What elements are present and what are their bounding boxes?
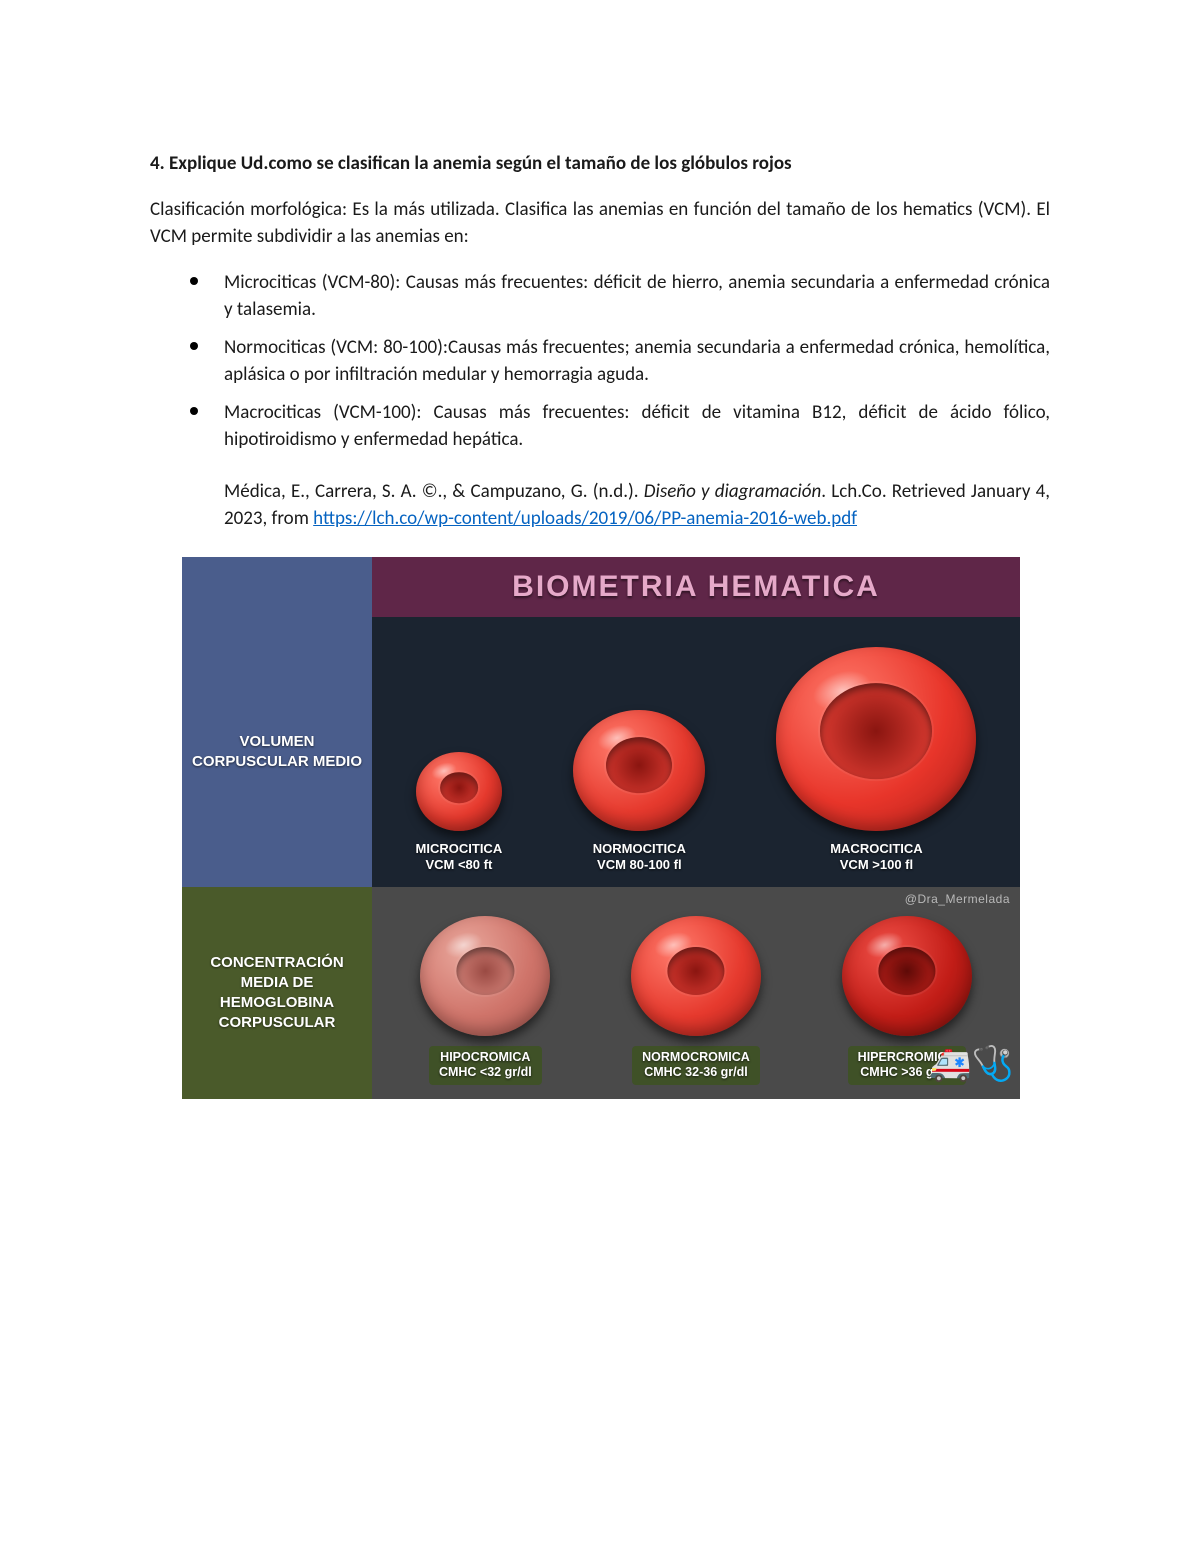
intro-paragraph: Clasificación morfológica: Es la más uti…: [150, 196, 1050, 251]
row-label-vcm: VOLUMEN CORPUSCULAR MEDIO: [182, 617, 372, 887]
cell-caption: NORMOCROMICA CMHC 32-36 gr/dl: [632, 1046, 760, 1085]
cell-hipocromica: HIPOCROMICA CMHC <32 gr/dl: [420, 916, 550, 1085]
panel-cmhc: @Dra_Mermelada HIPOCROMICA CMHC <32 gr/d…: [372, 887, 1020, 1099]
rbc-icon: [631, 916, 761, 1036]
row-label-cmhc: CONCENTRACIÓN MEDIA DE HEMOGLOBINA CORPU…: [182, 887, 372, 1099]
citation: Médica, E., Carrera, S. A. ©., & Campuza…: [224, 478, 1050, 533]
cell-macrocitica: MACROCITICA VCM >100 fl: [776, 647, 976, 874]
cell-caption: MICROCITICA VCM <80 ft: [416, 841, 503, 874]
panel-vcm: MICROCITICA VCM <80 ft NORMOCITICA VCM 8…: [372, 617, 1020, 887]
rbc-icon: [776, 647, 976, 831]
cell-microcitica: MICROCITICA VCM <80 ft: [416, 752, 503, 874]
cell-name: MACROCITICA: [830, 841, 922, 857]
bullet-list: Microciticas (VCM-80): Causas más frecue…: [190, 269, 1050, 454]
ambulance-icon: 🚑🩺: [929, 1040, 1014, 1089]
rbc-icon: [420, 916, 550, 1036]
rbc-icon: [416, 752, 502, 831]
bullet-item: Macrociticas (VCM-100): Causas más frecu…: [190, 399, 1050, 454]
infographic-title: BIOMETRIA HEMATICA: [372, 557, 1020, 617]
bullet-item: Normociticas (VCM: 80-100):Causas más fr…: [190, 334, 1050, 389]
cell-caption: HIPOCROMICA CMHC <32 gr/dl: [429, 1046, 542, 1085]
cell-value: CMHC 32-36 gr/dl: [642, 1065, 750, 1081]
rbc-icon: [573, 710, 705, 831]
cell-value: CMHC <32 gr/dl: [439, 1065, 532, 1081]
cell-normocromica: NORMOCROMICA CMHC 32-36 gr/dl: [631, 916, 761, 1085]
title-side-gap: [182, 557, 372, 617]
cell-caption: NORMOCITICA VCM 80-100 fl: [593, 841, 686, 874]
question-heading: 4. Explique Ud.como se clasifican la ane…: [150, 150, 1050, 178]
cell-name: MICROCITICA: [416, 841, 503, 857]
rbc-icon: [842, 916, 972, 1036]
cell-name: NORMOCROMICA: [642, 1050, 750, 1066]
bullet-item: Microciticas (VCM-80): Causas más frecue…: [190, 269, 1050, 324]
cell-caption: MACROCITICA VCM >100 fl: [830, 841, 922, 874]
cell-value: VCM <80 ft: [416, 857, 503, 873]
watermark: @Dra_Mermelada: [905, 891, 1010, 908]
cell-value: VCM 80-100 fl: [593, 857, 686, 873]
citation-italic: Diseño y diagramación: [644, 480, 821, 503]
citation-text: Médica, E., Carrera, S. A. ©., & Campuza…: [224, 480, 644, 503]
cell-name: NORMOCITICA: [593, 841, 686, 857]
cell-value: VCM >100 fl: [830, 857, 922, 873]
cell-normocitica: NORMOCITICA VCM 80-100 fl: [573, 710, 705, 874]
cell-name: HIPOCROMICA: [439, 1050, 532, 1066]
citation-link[interactable]: https://lch.co/wp-content/uploads/2019/0…: [313, 507, 857, 530]
infographic: BIOMETRIA HEMATICA VOLUMEN CORPUSCULAR M…: [182, 557, 1020, 1099]
